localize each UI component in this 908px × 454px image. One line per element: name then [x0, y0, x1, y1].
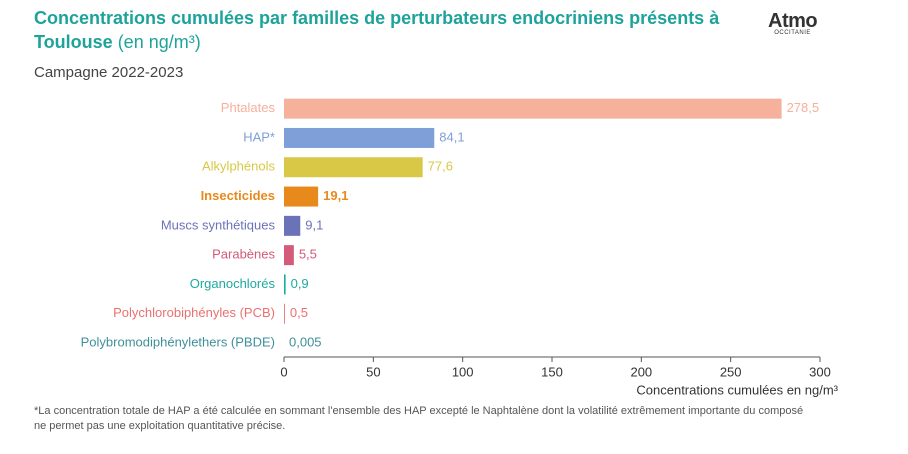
category-label: Polybromodiphénylethers (PBDE): [81, 334, 275, 349]
category-label: Alkylphénols: [202, 159, 275, 174]
bar: [284, 157, 423, 178]
chart: 0 50 100 150 200 250 300 Concentrations cumulée…: [81, 98, 839, 397]
x-axis-title: Concentrations cumulées en ng/m³: [636, 382, 838, 397]
category-label: Insecticides: [201, 188, 275, 203]
value-label: 0,005: [289, 334, 322, 349]
value-label: 84,1: [439, 129, 464, 144]
logo-region: OCCITANIE: [774, 30, 811, 36]
value-label: 77,6: [428, 159, 453, 174]
category-label: Polychlorobiphényles (PCB): [113, 305, 275, 320]
bar: [284, 98, 782, 119]
value-label: 5,5: [299, 247, 317, 262]
bar: [284, 127, 435, 148]
x-tick-label: 150: [541, 364, 563, 379]
bar: [284, 186, 319, 207]
chart-title: Concentrations cumulées par familles de …: [34, 8, 720, 52]
value-label: 9,1: [305, 217, 323, 232]
bar: [284, 245, 294, 266]
x-tick-label: 300: [809, 364, 831, 379]
category-label: HAP*: [243, 129, 275, 144]
logo: Atmo OCCITANIE: [768, 10, 818, 36]
footnote: *La concentration totale de HAP a été ca…: [34, 405, 804, 432]
bar: [284, 215, 301, 236]
category-label: Phtalates: [221, 100, 276, 115]
x-tick-label: 250: [720, 364, 742, 379]
x-tick-label: 200: [630, 364, 652, 379]
x-tick-label: 100: [452, 364, 474, 379]
category-label: Parabènes: [212, 247, 275, 262]
subtitle: Campagne 2022-2023: [34, 64, 184, 81]
value-label: 0,9: [291, 276, 309, 291]
bar: [284, 274, 286, 295]
category-label: Organochlorés: [190, 276, 276, 291]
bar: [284, 303, 285, 324]
logo-name: Atmo: [768, 10, 818, 32]
title-unit: (en ng/m³): [117, 32, 201, 52]
x-tick-label: 0: [280, 364, 287, 379]
value-label: 19,1: [323, 188, 348, 203]
value-label: 278,5: [787, 100, 820, 115]
value-label: 0,5: [290, 305, 308, 320]
category-label: Muscs synthétiques: [161, 217, 276, 232]
x-tick-label: 50: [366, 364, 380, 379]
chart-title-block: Concentrations cumulées par familles de …: [34, 6, 754, 54]
